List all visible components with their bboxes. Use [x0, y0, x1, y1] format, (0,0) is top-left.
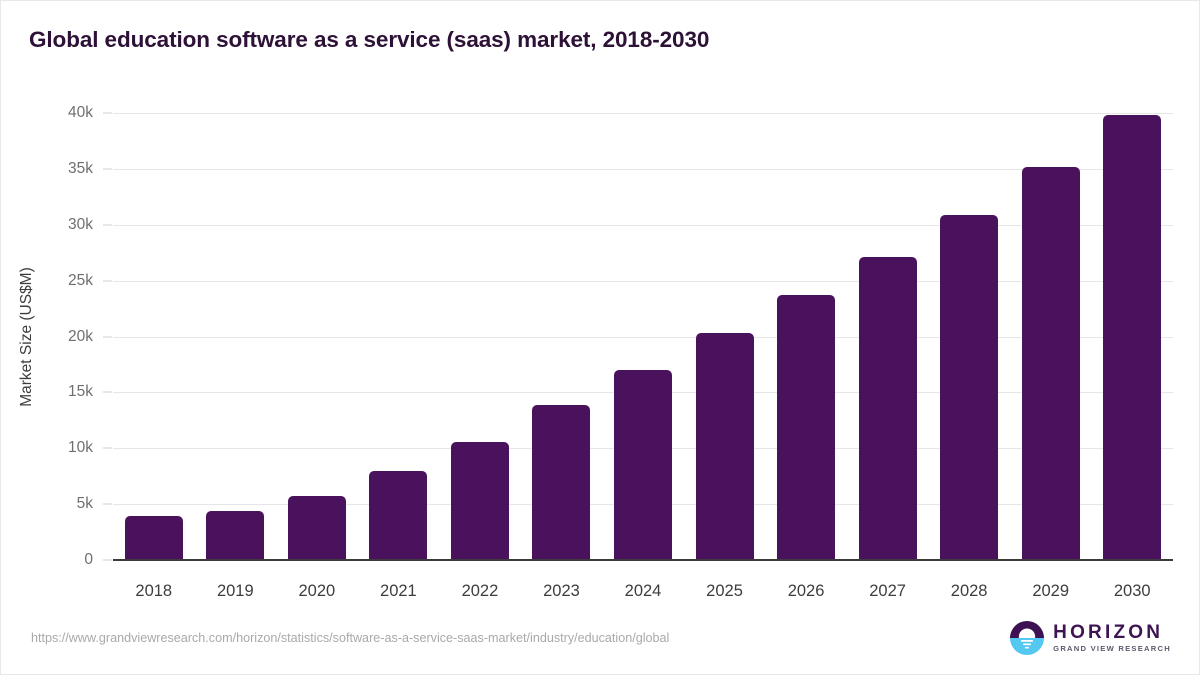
gridline [113, 224, 1173, 226]
y-tick-mark [103, 112, 112, 114]
page-title: Global education software as a service (… [29, 27, 710, 52]
y-tick-mark [103, 391, 112, 393]
y-tick-label: 35k [68, 159, 93, 177]
y-tick-mark [103, 336, 112, 337]
y-tick-label: 40k [68, 104, 93, 121]
bar-2022[interactable] [450, 441, 509, 560]
horizon-logo[interactable]: HORIZON GRAND VIEW RESEARCH [1010, 619, 1171, 657]
x-tick-label-2028: 2028 [950, 582, 988, 600]
x-tick-label-2023: 2023 [543, 582, 580, 600]
gridline [113, 168, 1173, 170]
bar-2026[interactable] [777, 295, 836, 560]
y-tick-mark [103, 168, 112, 170]
bar-2024[interactable] [614, 370, 672, 560]
horizon-logo-icon [1010, 621, 1045, 655]
gridline [113, 113, 1173, 114]
x-tick-label-2022: 2022 [461, 582, 499, 600]
y-tick-label: 20k [68, 327, 93, 345]
y-tick-mark [103, 224, 112, 226]
y-tick-mark [103, 280, 112, 282]
bar-2018[interactable] [124, 516, 183, 560]
y-tick-label: 15k [68, 383, 93, 401]
gridline [113, 336, 1173, 338]
bar-2028[interactable] [940, 214, 999, 560]
x-tick-label-2029: 2029 [1032, 582, 1070, 600]
bar-2025[interactable] [695, 333, 754, 560]
logo-wordmark: HORIZON [1053, 622, 1164, 644]
bar-2027[interactable] [858, 257, 917, 560]
horizon-logo-text: HORIZON GRAND VIEW RESEARCH [1053, 623, 1171, 653]
bar-2023[interactable] [532, 404, 591, 560]
x-tick-label-2020: 2020 [298, 582, 336, 600]
bar-2030[interactable] [1103, 114, 1162, 560]
x-tick-label-2025: 2025 [706, 582, 743, 600]
y-tick-label: 5k [76, 495, 93, 513]
bar-2029[interactable] [1021, 167, 1080, 560]
y-tick-label: 0 [84, 551, 93, 568]
source-url-link[interactable]: https://www.grandviewresearch.com/horizo… [31, 631, 670, 645]
x-tick-label-2027: 2027 [869, 582, 906, 600]
x-tick-label-2030: 2030 [1113, 582, 1151, 600]
y-tick-mark [103, 503, 112, 505]
logo-tagline: GRAND VIEW RESEARCH [1053, 644, 1171, 654]
x-axis-line [113, 559, 1173, 561]
plot-area: 0 5k 10k 15k 20k 25k 30k 35k 40k 2018 2019 2020 202… [68, 104, 1173, 600]
x-tick-label-2021: 2021 [380, 582, 417, 600]
gridline [113, 280, 1173, 282]
x-tick-label-2026: 2026 [787, 582, 825, 600]
y-tick-label: 10k [68, 439, 93, 457]
bar-2020[interactable] [287, 495, 346, 560]
y-tick-label: 30k [68, 215, 93, 233]
x-tick-label-2018: 2018 [135, 582, 173, 600]
bar-2021[interactable] [369, 471, 428, 560]
y-tick-mark [103, 447, 112, 449]
y-tick-mark [103, 559, 112, 561]
x-tick-label-2024: 2024 [624, 582, 662, 600]
bar-2019[interactable] [206, 510, 265, 560]
x-tick-label-2019: 2019 [216, 582, 254, 600]
y-tick-label: 25k [68, 271, 93, 289]
